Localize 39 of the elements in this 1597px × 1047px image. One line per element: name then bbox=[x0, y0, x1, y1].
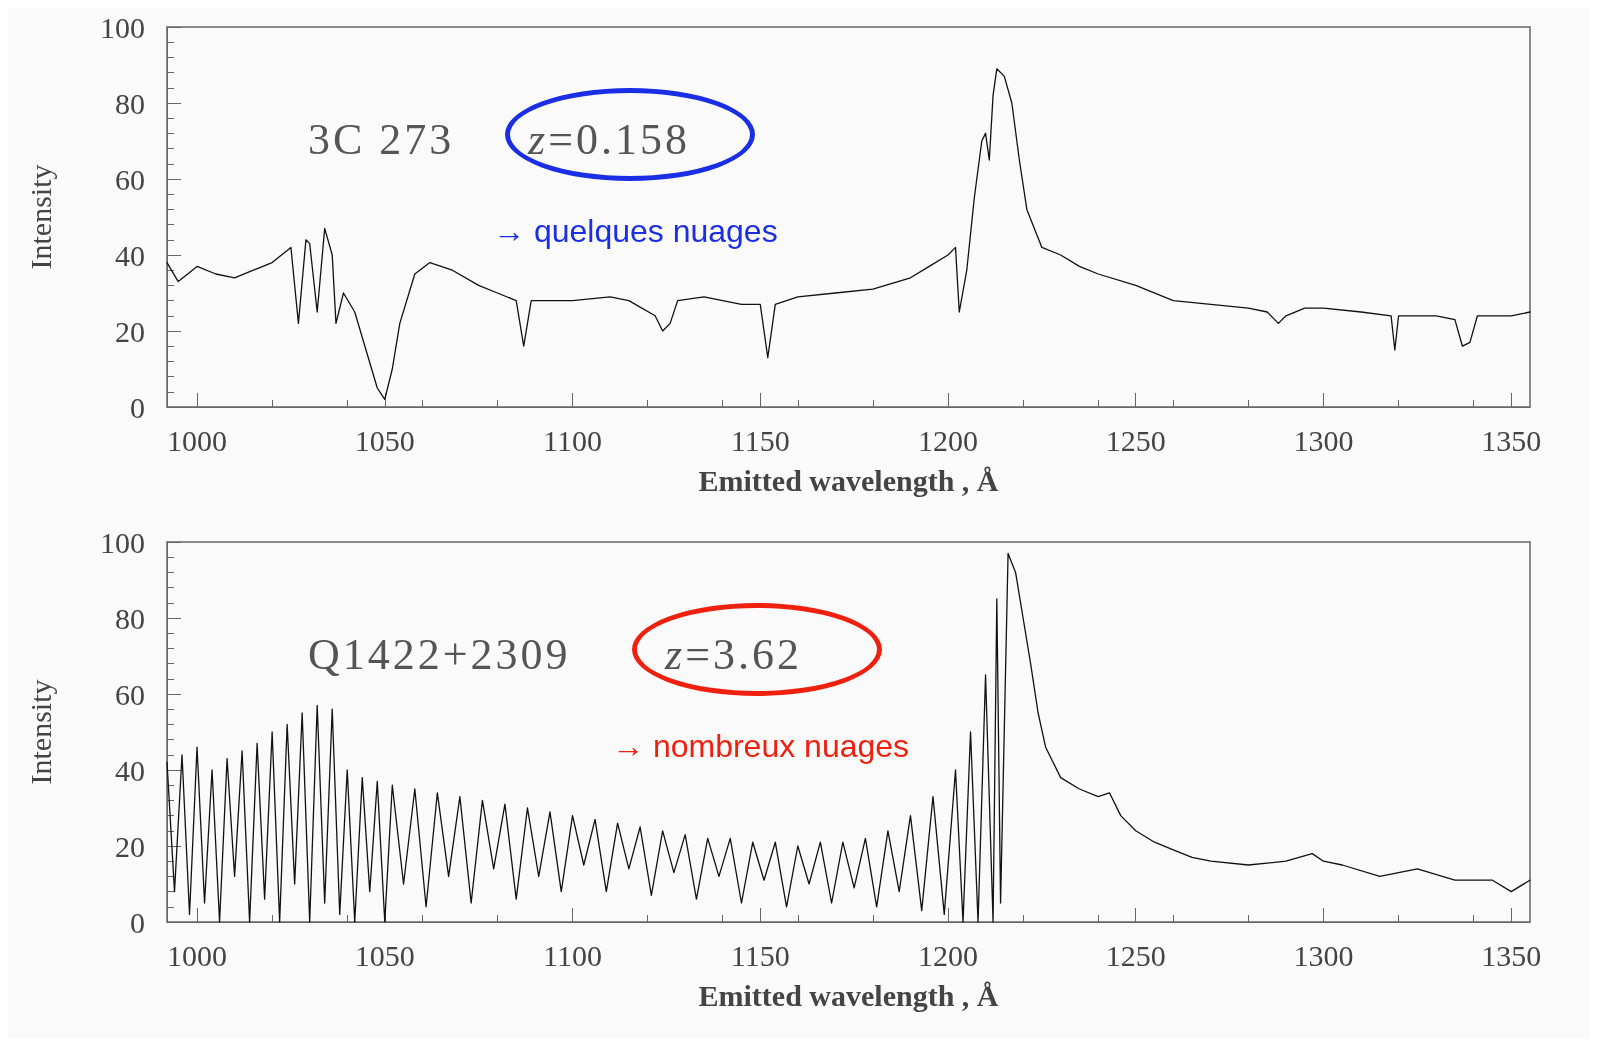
x-tick-label: 1250 bbox=[1105, 938, 1166, 972]
x-tick-label: 1000 bbox=[167, 423, 228, 457]
x-tick-label: 1150 bbox=[730, 423, 790, 457]
line-series bbox=[166, 68, 1531, 401]
annotation: → quelques nuages bbox=[493, 213, 778, 250]
annotation: z=3.62 bbox=[665, 629, 802, 680]
x-tick-label: 1000 bbox=[167, 938, 228, 972]
annotation: 3C 273 bbox=[308, 114, 455, 165]
x-tick-label: 1050 bbox=[354, 423, 415, 457]
annotation: Q1422+2309 bbox=[308, 629, 571, 680]
x-tick-label: 1300 bbox=[1293, 938, 1354, 972]
x-tick-label: 1250 bbox=[1105, 423, 1166, 457]
x-tick-label: 1100 bbox=[543, 938, 602, 972]
x-tick-label: 1200 bbox=[918, 938, 978, 972]
x-tick-label: 1350 bbox=[1481, 423, 1542, 457]
annotation: z=0.158 bbox=[528, 114, 690, 165]
x-tick-label: 1200 bbox=[918, 423, 978, 457]
y-tick-label: 80 bbox=[115, 601, 145, 635]
y-tick-label: 0 bbox=[130, 905, 145, 939]
x-tick-label: 1100 bbox=[543, 423, 602, 457]
annotation: → nombreux nuages bbox=[612, 728, 910, 765]
y-tick-label: 60 bbox=[115, 677, 145, 711]
x-tick-label: 1150 bbox=[730, 938, 790, 972]
y-tick-label: 20 bbox=[115, 314, 145, 348]
y-tick-label: 0 bbox=[130, 390, 145, 424]
y-axis-title: Intensity bbox=[23, 164, 57, 270]
x-tick-label: 1350 bbox=[1481, 938, 1542, 972]
y-tick-label: 100 bbox=[100, 525, 145, 559]
y-tick-label: 100 bbox=[100, 10, 145, 44]
x-axis-title: Emitted wavelength , Å bbox=[698, 463, 999, 497]
y-tick-label: 40 bbox=[115, 753, 145, 787]
x-axis-title: Emitted wavelength , Å bbox=[698, 978, 999, 1012]
x-tick-label: 1050 bbox=[354, 938, 415, 972]
y-tick-label: 60 bbox=[115, 162, 145, 196]
y-tick-label: 20 bbox=[115, 829, 145, 863]
y-tick-label: 80 bbox=[115, 86, 145, 120]
x-tick-label: 1300 bbox=[1293, 423, 1354, 457]
y-tick-label: 40 bbox=[115, 238, 145, 272]
y-axis-title: Intensity bbox=[23, 679, 57, 785]
